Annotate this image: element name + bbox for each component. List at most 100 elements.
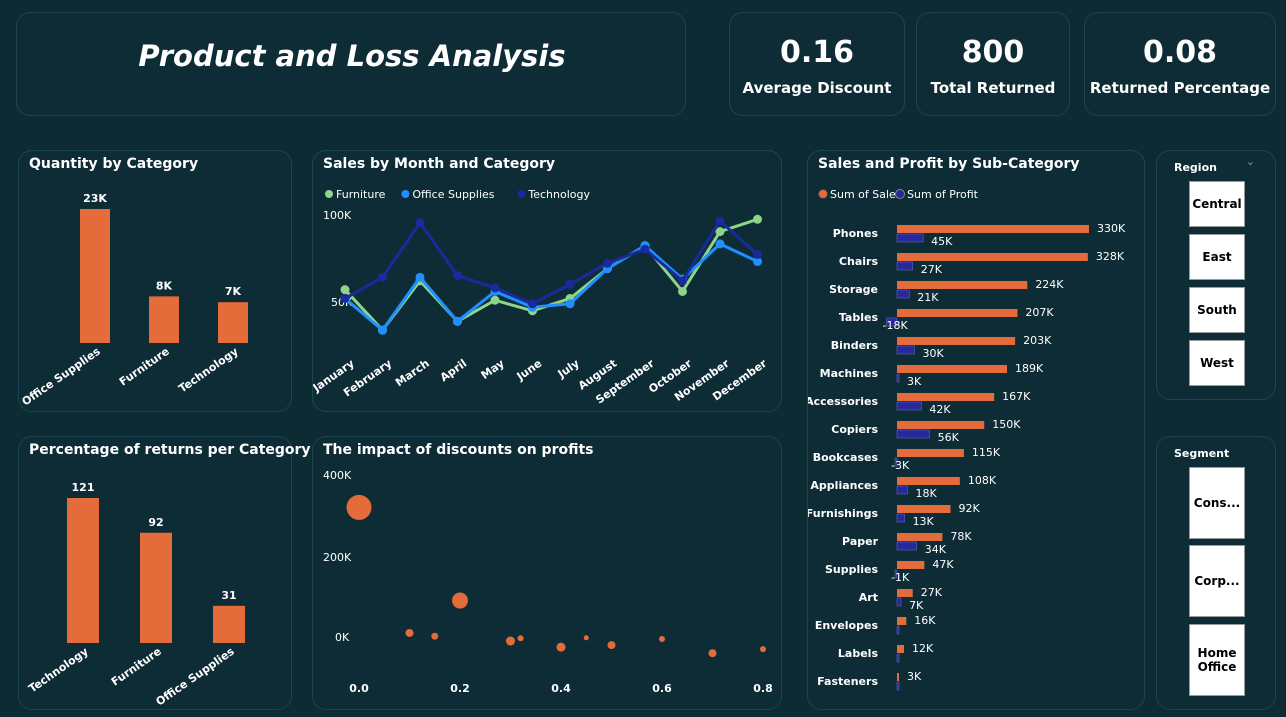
data-label: 31 [221, 589, 236, 602]
data-point [415, 218, 425, 228]
sales-bar [897, 309, 1018, 317]
sales-profit-subcategory-visual[interactable]: Sales and Profit by Sub-Category Sum of … [807, 150, 1145, 710]
sales-label: 224K [1035, 278, 1064, 291]
segment-option-corporate[interactable]: Corp... [1189, 545, 1245, 617]
data-point [678, 286, 687, 296]
data-point [603, 258, 612, 268]
region-option-central[interactable]: Central [1189, 181, 1245, 227]
category-label: Accessories [808, 395, 878, 408]
data-point [715, 227, 725, 237]
profit-label: 13K [913, 515, 935, 528]
x-tick-label: March [393, 357, 432, 390]
profit-label: 42K [929, 403, 951, 416]
category-label: Storage [829, 283, 878, 296]
x-tick-label: 0.2 [450, 682, 470, 695]
bubble [607, 641, 616, 650]
segment-slicer[interactable]: Segment Cons... Corp... Home Office [1156, 436, 1276, 710]
quantity-by-category-visual[interactable]: Quantity by Category 23K Office Supplies 8… [18, 150, 292, 412]
sales-bar [897, 365, 1007, 373]
legend-marker [895, 189, 905, 199]
profit-bar [896, 653, 900, 663]
profit-label: 30K [922, 347, 944, 360]
segment-option-consumer[interactable]: Cons... [1189, 467, 1245, 539]
profit-label: 27K [921, 263, 943, 276]
bar [213, 605, 245, 643]
sales-bar [897, 225, 1089, 233]
sales-bar [897, 617, 907, 625]
chart-title: The impact of discounts on profits [323, 442, 594, 458]
x-tick-label: Furniture [109, 645, 164, 689]
category-label: Envelopes [815, 619, 879, 632]
x-tick-label: 0.6 [652, 682, 672, 695]
series-line [343, 217, 758, 333]
sales-label: 328K [1096, 250, 1125, 263]
region-option-west[interactable]: West [1189, 340, 1245, 386]
sales-label: 330K [1097, 222, 1126, 235]
profit-bar [896, 429, 930, 439]
kpi-total-returned: 800 Total Returned [916, 12, 1070, 116]
sales-label: 108K [968, 474, 997, 487]
bubble [431, 632, 439, 640]
bubble [556, 642, 566, 652]
category-label: Chairs [839, 255, 879, 268]
profit-bar [896, 513, 905, 523]
bar [67, 498, 99, 643]
sales-by-month-visual[interactable]: Sales by Month and Category Furniture Off… [312, 150, 782, 412]
data-label: 92 [148, 516, 163, 529]
profit-bar [896, 289, 910, 299]
category-label: Labels [838, 647, 879, 660]
x-tick-label: 0.8 [753, 682, 773, 695]
bubble [452, 592, 468, 609]
sales-bar [897, 673, 899, 681]
sales-label: 207K [1025, 306, 1054, 319]
data-point [753, 214, 762, 224]
sales-label: 115K [972, 446, 1001, 459]
profit-bar [894, 457, 898, 467]
chart-title: Sales and Profit by Sub-Category [818, 156, 1080, 172]
profit-bar [886, 317, 898, 327]
segment-option-home-office[interactable]: Home Office [1189, 624, 1245, 696]
sales-by-month-chart: Furniture Office Supplies Technology100K50… [313, 188, 770, 407]
chart-title: Sales by Month and Category [323, 156, 555, 172]
legend-label: Office Supplies [412, 188, 494, 201]
sales-label: 167K [1002, 390, 1031, 403]
returns-per-category-visual[interactable]: Percentage of returns per Category 121 Te… [18, 436, 311, 710]
kpi-value: 0.16 [779, 35, 855, 70]
discount-impact-visual[interactable]: The impact of discounts on profits 400K 2… [312, 436, 782, 710]
y-tick-label: 200K [323, 551, 352, 564]
x-tick-label: Technology [176, 345, 240, 396]
x-tick-label: 0.4 [551, 682, 571, 695]
x-tick-label: Office Supplies [154, 645, 238, 709]
category-label: Appliances [810, 479, 878, 492]
slicer-title: Segment [1174, 447, 1230, 460]
chart-title: Percentage of returns per Category [29, 442, 311, 458]
sales-bar [897, 505, 951, 513]
region-slicer[interactable]: Region ⌄ Central East South West [1156, 150, 1276, 400]
legend-marker [401, 190, 410, 198]
sales-bar [897, 337, 1016, 345]
region-option-east[interactable]: East [1189, 234, 1245, 280]
data-point [378, 272, 387, 282]
x-tick-label: May [479, 357, 507, 382]
kpi-label: Returned Percentage [1089, 79, 1271, 97]
profit-bar [896, 541, 918, 551]
region-option-south[interactable]: South [1189, 287, 1245, 333]
data-label: 7K [225, 285, 242, 298]
sales-bar [897, 393, 995, 401]
bubble [517, 635, 524, 642]
bubble [346, 494, 372, 520]
bubble [760, 646, 766, 653]
data-point [753, 257, 762, 267]
x-tick-label: Technology [26, 645, 90, 696]
category-label: Phones [833, 227, 879, 240]
chevron-down-icon[interactable]: ⌄ [1245, 155, 1255, 168]
profit-bar [896, 681, 900, 691]
legend-marker [325, 190, 333, 198]
profit-label: 18K [915, 487, 937, 500]
sales-bar [897, 253, 1088, 261]
data-label: 8K [156, 279, 173, 292]
bar [149, 296, 179, 343]
x-tick-label: Office Supplies [20, 345, 104, 409]
profit-label: 7K [909, 599, 924, 612]
data-point [415, 272, 425, 282]
